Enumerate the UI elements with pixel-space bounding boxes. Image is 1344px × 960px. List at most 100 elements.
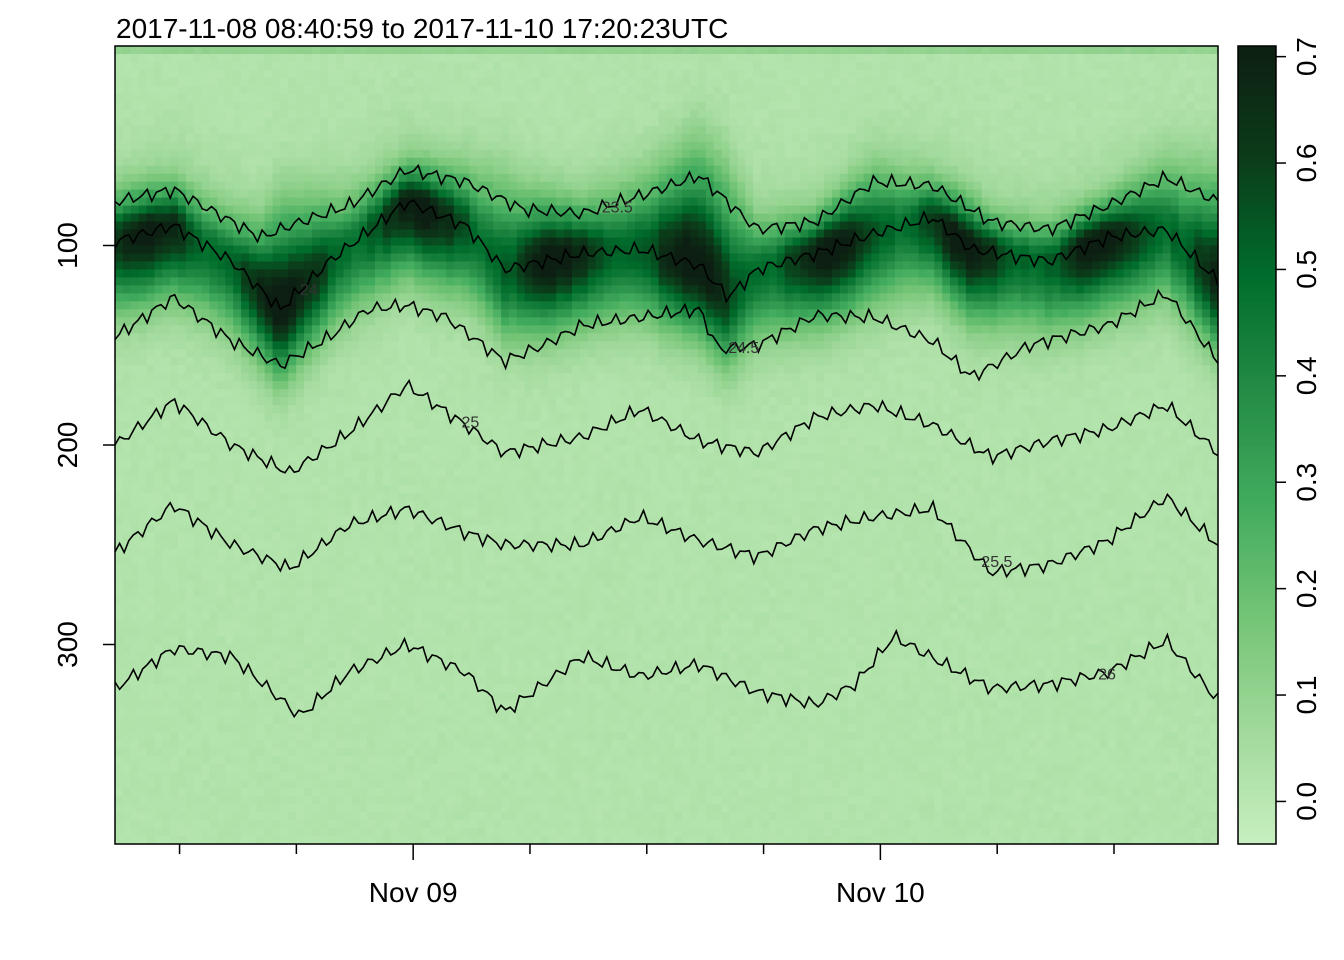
heatmap-cell [209, 333, 219, 342]
heatmap-cell [461, 93, 471, 103]
heatmap-cell [233, 668, 242, 678]
heatmap-cell [304, 668, 313, 678]
heatmap-cell [477, 812, 486, 821]
heatmap-cell [138, 644, 148, 654]
heatmap-cell [241, 612, 250, 622]
heatmap-cell [170, 269, 179, 279]
heatmap-cell [438, 564, 447, 574]
heatmap-cell [170, 692, 179, 701]
heatmap-cell [382, 157, 392, 167]
heatmap-cell [406, 828, 415, 837]
heatmap-cell [390, 109, 400, 119]
heatmap-cell [445, 157, 455, 167]
heatmap-cell [327, 636, 337, 646]
heatmap-cell [422, 69, 431, 79]
heatmap-cell [469, 77, 479, 87]
heatmap-cell [146, 397, 155, 406]
heatmap-cell [327, 405, 337, 414]
heatmap-cell [327, 437, 337, 446]
heatmap-cell [477, 732, 486, 741]
heatmap-cell [193, 668, 203, 678]
heatmap-cell [130, 556, 140, 566]
heatmap-cell [367, 836, 376, 845]
heatmap-cell [264, 253, 274, 263]
heatmap-cell [335, 476, 345, 486]
heatmap-cell [398, 468, 408, 478]
heatmap-cell [438, 77, 447, 87]
heatmap-cell [304, 189, 313, 199]
heatmap-cell [209, 644, 219, 654]
heatmap-cell [185, 69, 195, 79]
heatmap-cell [359, 452, 368, 462]
heatmap-cell [477, 101, 486, 111]
heatmap-cell [374, 389, 384, 398]
heatmap-cell [390, 524, 400, 534]
heatmap-cell [154, 397, 163, 406]
heatmap-cell [422, 109, 431, 119]
heatmap-cell [398, 692, 408, 701]
heatmap-cell [438, 532, 447, 542]
heatmap-cell [430, 716, 439, 725]
heatmap-cell [374, 604, 384, 614]
heatmap-cell [343, 660, 352, 670]
heatmap-cell [414, 157, 423, 167]
heatmap-cell [170, 588, 179, 598]
heatmap-cell [201, 109, 211, 119]
heatmap-cell [493, 572, 502, 582]
heatmap-cell [453, 357, 463, 366]
heatmap-cell [438, 596, 447, 606]
heatmap-cell [445, 125, 455, 135]
heatmap-cell [501, 724, 510, 733]
heatmap-cell [430, 149, 439, 159]
heatmap-cell [461, 660, 471, 670]
heatmap-cell [146, 628, 155, 638]
heatmap-cell [461, 285, 471, 294]
heatmap-cell [351, 333, 360, 342]
heatmap-cell [209, 149, 219, 159]
heatmap-cell [359, 548, 368, 558]
heatmap-cell [485, 772, 494, 781]
heatmap-cell [115, 772, 124, 781]
heatmap-cell [288, 812, 297, 821]
heatmap-cell [445, 101, 455, 111]
heatmap-cell [327, 429, 337, 438]
heatmap-cell [311, 357, 321, 366]
heatmap-cell [138, 724, 148, 733]
heatmap-cell [461, 452, 471, 462]
heatmap-cell [162, 508, 171, 518]
heatmap-cell [288, 293, 297, 302]
heatmap-cell [201, 508, 211, 518]
heatmap-cell [501, 508, 510, 518]
heatmap-cell [264, 189, 274, 199]
heatmap-cell [178, 173, 187, 183]
heatmap-cell [272, 716, 282, 725]
heatmap-cell [469, 277, 479, 286]
heatmap-cell [130, 373, 140, 382]
heatmap-cell [304, 484, 313, 494]
heatmap-cell [193, 540, 203, 550]
heatmap-cell [382, 468, 392, 478]
heatmap-cell [248, 772, 258, 781]
heatmap-cell [122, 804, 132, 813]
heatmap-cell [248, 564, 258, 574]
heatmap-cell [272, 397, 282, 406]
heatmap-cell [422, 508, 431, 518]
heatmap-cell [390, 564, 400, 574]
heatmap-cell [398, 293, 408, 302]
heatmap-cell [359, 389, 368, 398]
heatmap-cell [115, 468, 124, 478]
heatmap-cell [382, 812, 392, 821]
heatmap-cell [477, 421, 486, 430]
heatmap-cell [304, 165, 313, 175]
heatmap-cell [170, 125, 179, 135]
heatmap-cell [390, 668, 400, 678]
heatmap-cell [430, 668, 439, 678]
heatmap-cell [374, 133, 384, 143]
heatmap-cell [422, 516, 431, 526]
chart-title: 2017-11-08 08:40:59 to 2017-11-10 17:20:… [116, 13, 728, 44]
heatmap-cell [367, 341, 376, 350]
heatmap-cell [469, 460, 479, 470]
heatmap-cell [501, 500, 510, 510]
heatmap-cell [162, 556, 171, 566]
heatmap-cell [445, 381, 455, 390]
